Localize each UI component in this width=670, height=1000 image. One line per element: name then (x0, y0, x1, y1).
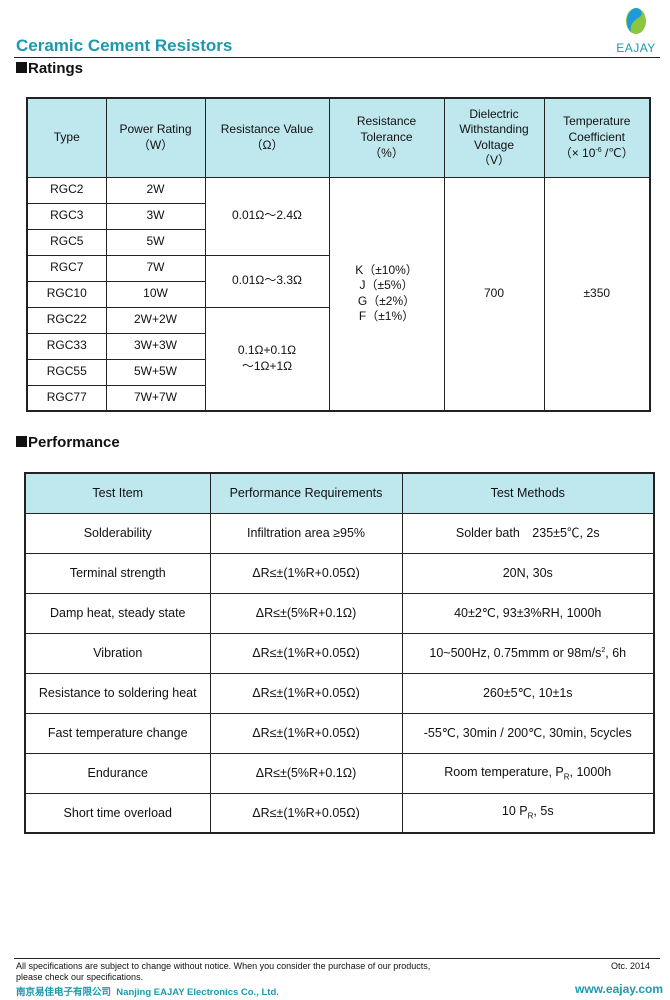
header-divider (14, 57, 660, 58)
table-row: RGC2 2W 0.01Ω～2.4Ω K（±10%） J（±5%） G（±2%） F（±… (26, 176, 651, 412)
method-cell: Solder bath 235±5℃, 2s (401, 512, 655, 554)
table-row: RGC5 5W (26, 228, 650, 256)
requirement-cell: ΔR≤±(1%R+0.05Ω) (209, 672, 403, 714)
method-cell: 10~500Hz, 0.75mmm or 98m/s2, 6h (401, 632, 655, 674)
table-row: RGC3 3W (26, 202, 650, 230)
value-cell: 0.01Ω～3.3Ω (204, 254, 330, 308)
footer-divider (14, 958, 660, 959)
performance-heading-text: Performance (28, 434, 120, 451)
test-item-cell: Damp heat, steady state (24, 592, 211, 634)
method-cell: 10 PR, 5s (401, 792, 655, 834)
table-row: Fast temperature change ΔR≤±(1%R+0.05Ω) -5… (24, 712, 655, 754)
footer-notice: All specifications are subject to change… (16, 961, 431, 971)
tc-cell: ±350 (543, 176, 651, 412)
table-row: RGC33 3W+3W (26, 332, 650, 360)
power-cell: 5W+5W (105, 358, 206, 386)
table-row: Vibration ΔR≤±(1%R+0.05Ω) 10~500Hz, 0.75mm… (24, 632, 655, 674)
power-cell: 7W (105, 254, 206, 282)
footer-company: 南京易佳电子有限公司 Nanjing EAJAY Electronics Co.… (16, 987, 279, 998)
tolerance-cell: K（±10%） J（±5%） G（±2%） F（±1%） (328, 176, 445, 412)
table-row: Damp heat, steady state ΔR≤±(5%R+0.1Ω) 40±… (24, 592, 655, 634)
test-item-cell: Resistance to soldering heat (24, 672, 211, 714)
requirement-cell: Infiltration area ≥95% (209, 512, 403, 554)
power-cell: 5W (105, 228, 206, 256)
type-cell: RGC3 (26, 202, 107, 230)
power-cell: 3W (105, 202, 206, 230)
type-cell: RGC10 (26, 280, 107, 308)
table-row: Solderability Infiltration area ≥95% Solde… (24, 512, 655, 554)
requirement-cell: ΔR≤±(5%R+0.1Ω) (209, 752, 403, 794)
header-power: Power Rating （W） (105, 97, 206, 178)
table-row: RGC22 2W+2W 0.1Ω+0.1Ω ～1Ω+1Ω (26, 306, 650, 412)
table-row: Terminal strength ΔR≤±(1%R+0.05Ω) 20N, 30s (24, 552, 655, 594)
performance-heading: Performance (16, 434, 120, 451)
test-item-cell: Vibration (24, 632, 211, 674)
test-item-cell: Terminal strength (24, 552, 211, 594)
footer-date: Otc. 2014 (611, 961, 651, 971)
logo-text: EAJAY (616, 41, 656, 55)
requirement-cell: ΔR≤±(1%R+0.05Ω) (209, 632, 403, 674)
header-value: Resistance Value （Ω） (204, 97, 330, 178)
table-row: Short time overload ΔR≤±(1%R+0.05Ω) 10 PR,… (24, 792, 655, 834)
test-item-cell: Fast temperature change (24, 712, 211, 754)
requirement-cell: ΔR≤±(1%R+0.05Ω) (209, 792, 403, 834)
test-item-cell: Short time overload (24, 792, 211, 834)
power-cell: 2W+2W (105, 306, 206, 334)
test-item-cell: Endurance (24, 752, 211, 794)
voltage-cell: 700 (443, 176, 545, 412)
table-row: Endurance ΔR≤±(5%R+0.1Ω) Room temperature,… (24, 752, 655, 794)
power-cell: 3W+3W (105, 332, 206, 360)
type-cell: RGC5 (26, 228, 107, 256)
ratings-header-row: Type Power Rating （W） Resistance Value （Ω）… (26, 97, 651, 178)
footer-notice-2: please check our specifications. (16, 972, 144, 982)
logo-leaf-icon (626, 8, 646, 34)
table-row: RGC55 5W+5W (26, 358, 650, 386)
ratings-heading: Ratings (16, 60, 83, 77)
performance-table: Test Item Performance Requirements Test … (24, 472, 655, 834)
performance-header-row: Test Item Performance Requirements Test … (24, 472, 655, 514)
method-cell: -55℃, 30min / 200℃, 30min, 5cycles (401, 712, 655, 754)
method-cell: Room temperature, PR, 1000h (401, 752, 655, 794)
type-cell: RGC33 (26, 332, 107, 360)
table-row: RGC7 7W 0.01Ω～3.3Ω (26, 254, 650, 308)
eajay-logo: EAJAY (612, 6, 660, 55)
method-cell: 260±5℃, 10±1s (401, 672, 655, 714)
website-link[interactable]: www.eajay.com (575, 982, 664, 996)
requirement-cell: ΔR≤±(5%R+0.1Ω) (209, 592, 403, 634)
table-row: Resistance to soldering heat ΔR≤±(1%R+0.0… (24, 672, 655, 714)
header-requirements: Performance Requirements (209, 472, 403, 514)
type-cell: RGC22 (26, 306, 107, 334)
method-cell: 40±2℃, 93±3%RH, 1000h (401, 592, 655, 634)
type-cell: RGC55 (26, 358, 107, 386)
header-tolerance: Resistance Tolerance （%） (328, 97, 445, 178)
square-bullet-icon (16, 62, 27, 73)
test-item-cell: Solderability (24, 512, 211, 554)
ratings-table: Type Power Rating （W） Resistance Value （Ω）… (26, 97, 651, 412)
value-cell: 0.1Ω+0.1Ω ～1Ω+1Ω (204, 306, 330, 412)
power-cell: 7W+7W (105, 384, 206, 412)
header-voltage: Dielectric Withstanding Voltage （V） (443, 97, 545, 178)
square-bullet-icon (16, 436, 27, 447)
header-methods: Test Methods (401, 472, 655, 514)
type-cell: RGC2 (26, 176, 107, 204)
ratings-heading-text: Ratings (28, 60, 84, 77)
type-cell: RGC77 (26, 384, 107, 412)
method-cell: 20N, 30s (401, 552, 655, 594)
header-test-item: Test Item (24, 472, 211, 514)
header-tc: Temperature Coefficient （× 10-6 /℃） (543, 97, 651, 178)
value-cell: 0.01Ω～2.4Ω (204, 176, 330, 256)
header-type: Type (26, 97, 107, 178)
power-cell: 2W (105, 176, 206, 204)
power-cell: 10W (105, 280, 206, 308)
requirement-cell: ΔR≤±(1%R+0.05Ω) (209, 552, 403, 594)
requirement-cell: ΔR≤±(1%R+0.05Ω) (209, 712, 403, 754)
table-row: RGC77 7W+7W (26, 384, 650, 412)
page-title: Ceramic Cement Resistors (16, 36, 233, 55)
type-cell: RGC7 (26, 254, 107, 282)
